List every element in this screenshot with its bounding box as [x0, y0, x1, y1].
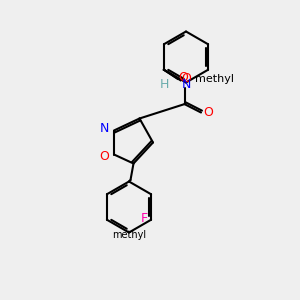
Text: N: N [100, 122, 110, 136]
Text: F: F [140, 212, 148, 225]
Text: methyl: methyl [112, 230, 146, 240]
Text: O: O [203, 106, 213, 119]
Text: H: H [160, 77, 170, 91]
Text: N: N [181, 77, 191, 91]
Text: methyl: methyl [195, 74, 234, 84]
Text: O: O [178, 71, 188, 84]
Text: O: O [100, 149, 110, 163]
Text: O: O [181, 72, 191, 85]
